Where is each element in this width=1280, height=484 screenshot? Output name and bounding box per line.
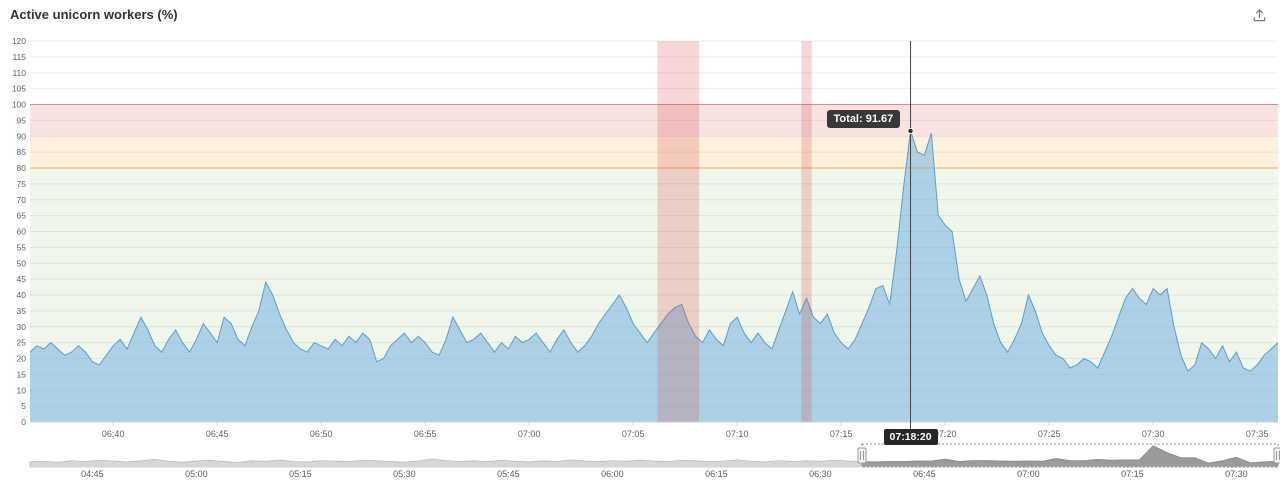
x-axis-label: 06:55 bbox=[414, 429, 437, 439]
y-axis-label: 100 bbox=[12, 100, 26, 110]
export-button[interactable] bbox=[1249, 5, 1270, 29]
y-axis-label: 25 bbox=[17, 338, 27, 348]
y-axis-label: 65 bbox=[17, 211, 27, 221]
x-axis-label: 07:15 bbox=[830, 429, 853, 439]
y-plot-band-2 bbox=[30, 104, 1278, 137]
navigator-axis-label: 06:30 bbox=[809, 469, 832, 479]
x-axis-label: 07:10 bbox=[726, 429, 749, 439]
y-axis-label: 70 bbox=[17, 195, 27, 205]
navigator-handle-right[interactable] bbox=[1273, 447, 1280, 464]
navigator-axis-label: 07:00 bbox=[1017, 469, 1040, 479]
crosshair-time-text: 07:18:20 bbox=[889, 431, 932, 443]
navigator-selection[interactable] bbox=[861, 443, 1279, 468]
y-plot-band-1 bbox=[30, 136, 1278, 168]
y-axis-label: 15 bbox=[17, 369, 27, 379]
tooltip-text: Total: 91.67 bbox=[833, 112, 894, 125]
y-axis-label: 115 bbox=[12, 52, 26, 62]
navigator-series-selected bbox=[862, 445, 1278, 468]
series-line bbox=[29, 130, 1279, 373]
navigator-axis-label: 05:30 bbox=[393, 469, 416, 479]
navigator-axis-label: 04:45 bbox=[81, 469, 104, 479]
y-axis-label: 45 bbox=[17, 274, 27, 284]
y-axis-label: 30 bbox=[17, 322, 27, 332]
x-axis-label: 06:50 bbox=[310, 429, 333, 439]
x-axis-label: 07:25 bbox=[1038, 429, 1061, 439]
x-axis-label: 07:05 bbox=[622, 429, 645, 439]
y-axis-label: 90 bbox=[17, 131, 27, 141]
y-axis-label: 120 bbox=[12, 36, 26, 46]
y-axis-label: 110 bbox=[12, 68, 26, 78]
series-area bbox=[30, 130, 1278, 422]
navigator-axis-label: 07:15 bbox=[1121, 469, 1144, 479]
y-axis-label: 95 bbox=[17, 115, 27, 125]
annotation-band-0 bbox=[657, 41, 700, 422]
y-axis-label: 75 bbox=[17, 179, 27, 189]
x-axis-label: 07:35 bbox=[1246, 429, 1269, 439]
navigator-axis-label: 06:45 bbox=[913, 469, 936, 479]
navigator-handle-left[interactable] bbox=[857, 447, 867, 464]
x-axis-label: 07:20 bbox=[934, 429, 957, 439]
x-axis-label: 06:45 bbox=[206, 429, 229, 439]
y-axis-label: 40 bbox=[17, 290, 27, 300]
y-axis-label: 50 bbox=[17, 258, 27, 268]
navigator-axis-label: 05:00 bbox=[185, 469, 208, 479]
y-axis-label: 35 bbox=[17, 306, 27, 316]
export-icon bbox=[1253, 9, 1266, 22]
crosshair-marker bbox=[907, 127, 914, 134]
y-axis-label: 60 bbox=[17, 227, 27, 237]
y-axis-label: 5 bbox=[21, 401, 26, 411]
chart-title: Active unicorn workers (%) bbox=[10, 7, 178, 22]
y-axis-label: 85 bbox=[17, 147, 27, 157]
y-axis-label: 0 bbox=[21, 417, 26, 427]
navigator-axis-label: 06:00 bbox=[601, 469, 624, 479]
annotation-band-1 bbox=[801, 41, 812, 422]
navigator-axis-label: 05:45 bbox=[497, 469, 520, 479]
x-axis-label: 06:40 bbox=[102, 429, 125, 439]
y-axis-label: 55 bbox=[17, 242, 27, 252]
tooltip: Total: 91.67 bbox=[826, 109, 901, 128]
y-axis-label: 105 bbox=[12, 84, 26, 94]
navigator-axis-label: 07:30 bbox=[1225, 469, 1248, 479]
y-axis-label: 20 bbox=[17, 354, 27, 364]
y-axis-label: 80 bbox=[17, 163, 27, 173]
x-axis-label: 07:30 bbox=[1142, 429, 1165, 439]
y-axis-label: 10 bbox=[17, 385, 27, 395]
navigator-axis-label: 05:15 bbox=[289, 469, 312, 479]
navigator-axis-label: 06:15 bbox=[705, 469, 728, 479]
x-axis-label: 07:00 bbox=[518, 429, 541, 439]
crosshair-time-label: 07:18:20 bbox=[883, 429, 938, 445]
